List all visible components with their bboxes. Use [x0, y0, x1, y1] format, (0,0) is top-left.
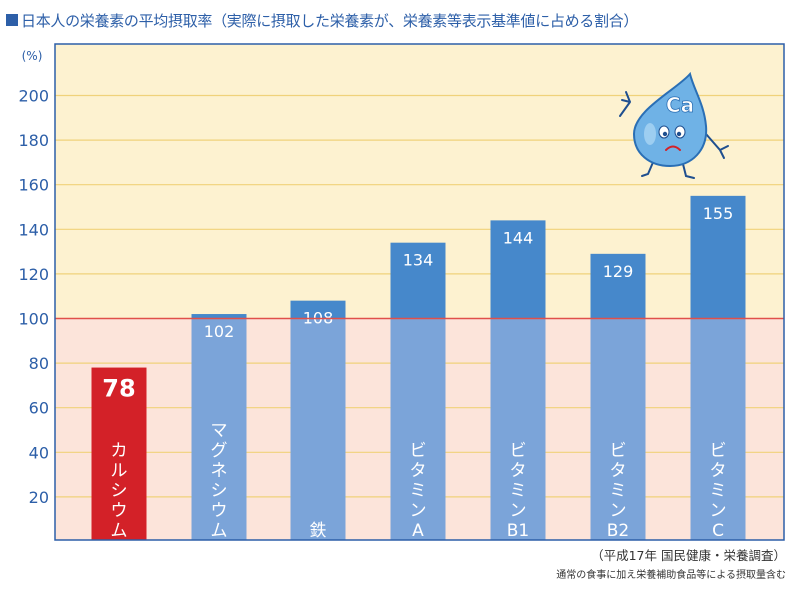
category-label-char: ン — [610, 501, 627, 521]
bar-value-label: 134 — [403, 251, 434, 270]
category-label-char: タ — [510, 461, 527, 481]
bar-segment-above-100 — [490, 220, 546, 319]
bar-segment-above-100 — [191, 314, 247, 319]
category-label-char: ビ — [510, 441, 527, 461]
category-label-char: ビ — [710, 441, 727, 461]
bar-segment-above-100 — [290, 300, 346, 319]
category-label-char: C — [712, 521, 724, 541]
bar-segment-below-100 — [490, 318, 546, 540]
plot-frame — [54, 43, 785, 541]
category-label-char: タ — [610, 461, 627, 481]
category-label-char: ン — [510, 501, 527, 521]
y-tick-label: 120 — [18, 265, 49, 284]
bar-segment-above-100 — [690, 195, 746, 319]
chart-title: 日本人の栄養素の平均摂取率（実際に摂取した栄養素が、栄養素等表示基準値に占める割… — [21, 11, 639, 30]
y-axis-unit-label: (%) — [22, 49, 43, 63]
category-label-char: シ — [111, 481, 128, 501]
bar-value-label: 144 — [503, 228, 534, 247]
category-label-char: マ — [211, 421, 228, 441]
bar-value-label: 78 — [102, 375, 135, 403]
category-label-char: タ — [710, 461, 727, 481]
mascot-left-pupil — [662, 131, 668, 137]
mascot-ca-label: Ca — [666, 93, 694, 117]
category-label-char: カ — [111, 441, 128, 461]
bar — [91, 367, 147, 540]
category-label-char: ミ — [710, 481, 727, 501]
category-label-char: B1 — [507, 521, 529, 541]
category-label-char: A — [412, 521, 424, 541]
mascot-shine — [644, 123, 656, 145]
y-tick-label: 100 — [18, 310, 49, 329]
y-tick-label: 40 — [29, 443, 49, 462]
category-label-char: タ — [410, 461, 427, 481]
mascot-left-arm — [619, 91, 631, 117]
y-tick-label: 200 — [18, 87, 49, 106]
category-label-char: ネ — [211, 461, 228, 481]
mascot-left-eye — [658, 125, 670, 139]
category-label-char: B2 — [607, 521, 629, 541]
y-tick-label: 160 — [18, 176, 49, 195]
bar-segment-below-100 — [390, 318, 446, 540]
title-bullet-square — [6, 14, 18, 26]
category-label-char: ミ — [610, 481, 627, 501]
bar-value-label: 155 — [703, 204, 734, 223]
bar-value-label: 102 — [204, 322, 235, 341]
y-tick-label: 180 — [18, 131, 49, 150]
mascot-right-arm — [705, 133, 729, 159]
category-label-char: ム — [211, 521, 228, 541]
category-label-char: 鉄 — [310, 521, 327, 541]
bar-segment-below-100 — [690, 318, 746, 540]
bar-segment-below-100 — [191, 318, 247, 540]
category-label-char: ビ — [410, 441, 427, 461]
category-label-char: ミ — [410, 481, 427, 501]
bar-segment-below-100 — [290, 318, 346, 540]
category-label-char: ン — [710, 501, 727, 521]
mascot-right-pupil — [676, 131, 682, 137]
bar-value-label: 129 — [603, 262, 634, 281]
chart-title-row: 日本人の栄養素の平均摂取率（実際に摂取した栄養素が、栄養素等表示基準値に占める割… — [6, 8, 638, 32]
mascot-right-eye — [674, 125, 686, 139]
category-label-char: ウ — [111, 501, 128, 521]
category-label-char: グ — [211, 441, 228, 461]
bar-segment-above-100 — [390, 242, 446, 319]
category-label-char: ン — [410, 501, 427, 521]
y-tick-label: 80 — [29, 354, 49, 373]
category-label-char: シ — [211, 481, 228, 501]
bar-segment-below-100 — [590, 318, 646, 540]
bar-segment-above-100 — [590, 253, 646, 319]
calcium-droplet-mascot: Ca — [619, 71, 729, 179]
mascot-right-leg — [681, 159, 695, 179]
category-label-char: ビ — [610, 441, 627, 461]
mascot-left-leg — [641, 159, 655, 177]
supplement-note: 通常の食事に加え栄養補助食品等による摂取量含む — [556, 570, 786, 581]
category-label-char: ウ — [211, 501, 228, 521]
source-note: （平成17年 国民健康・栄養調査） — [591, 548, 786, 563]
y-tick-label: 60 — [29, 399, 49, 418]
category-label-char: ミ — [510, 481, 527, 501]
category-label-char: ム — [111, 521, 128, 541]
y-tick-label: 140 — [18, 220, 49, 239]
mascot-frown — [665, 145, 681, 151]
category-label-char: ル — [111, 461, 128, 481]
y-tick-label: 20 — [29, 488, 49, 507]
